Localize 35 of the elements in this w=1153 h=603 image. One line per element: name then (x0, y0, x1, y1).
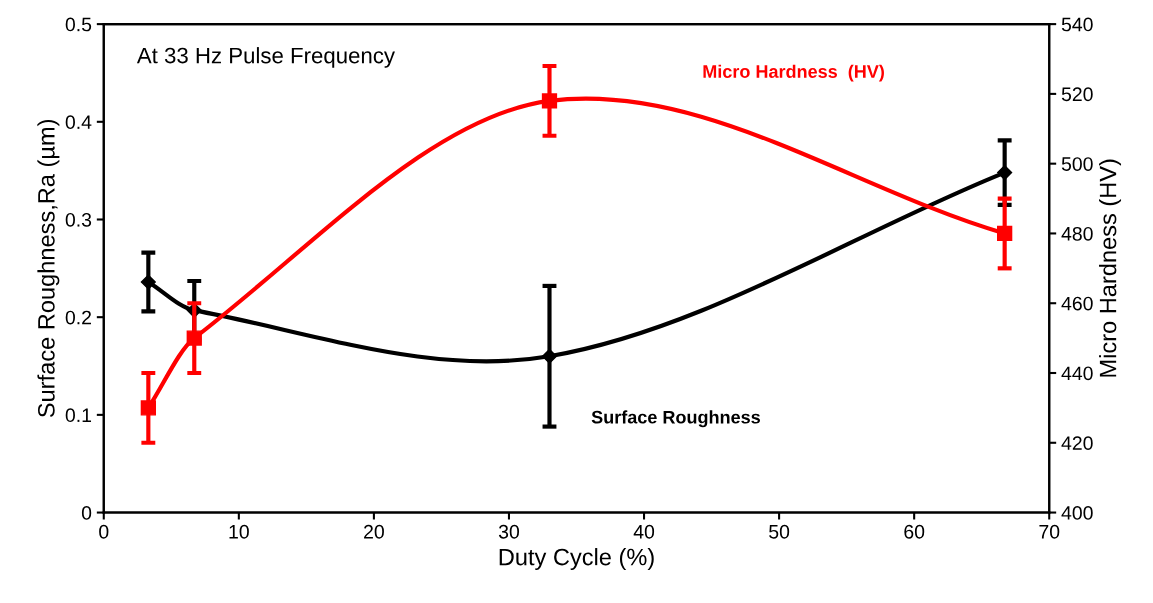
y2-tick-label: 500 (1061, 157, 1093, 171)
annotation: At 33 Hz Pulse Frequency (136, 47, 395, 68)
y2-tick-label: 480 (1061, 226, 1093, 241)
y-tick-label: 0.3 (65, 212, 92, 227)
point (140, 400, 156, 416)
point (140, 274, 156, 290)
x-tick-label: 20 (364, 524, 384, 539)
y2-axis-title: Micro Hardness (HV) (1099, 159, 1122, 377)
y-tick-label: 0.4 (65, 115, 92, 130)
x-tick-label: 0 (99, 524, 109, 539)
x-tick-label: 10 (229, 524, 249, 539)
y-tick-label: 0.2 (65, 310, 91, 325)
series-label: Micro Hardness (HV) (703, 64, 884, 82)
point (997, 165, 1013, 181)
y2-tick-label: 420 (1061, 436, 1093, 451)
y2-tick-label: 440 (1061, 366, 1093, 381)
x-tick-label: 60 (904, 524, 925, 539)
text: Surface Roughness (591, 410, 760, 428)
y-tick-label: 0 (81, 506, 92, 520)
x-axis-title: Duty Cycle (%) (499, 548, 654, 571)
y2-tick-label: 400 (1061, 506, 1093, 520)
x-tick-label: 30 (498, 524, 520, 539)
y2-tick-label: 460 (1061, 296, 1093, 311)
point (541, 93, 558, 109)
point (997, 225, 1013, 242)
point (541, 348, 558, 364)
y-axis-title: Surface Roughness,Ra (µm) (37, 119, 60, 418)
y-tick-label: 0.5 (65, 17, 92, 32)
y2-tick-label: 520 (1061, 87, 1093, 102)
x-tick-label: 50 (769, 524, 790, 539)
point (186, 330, 202, 346)
x-tick-label: 70 (1039, 524, 1060, 539)
y-tick-label: 0.1 (65, 408, 92, 423)
y2-tick-label: 540 (1061, 17, 1093, 32)
x-tick-label: 40 (633, 524, 655, 539)
